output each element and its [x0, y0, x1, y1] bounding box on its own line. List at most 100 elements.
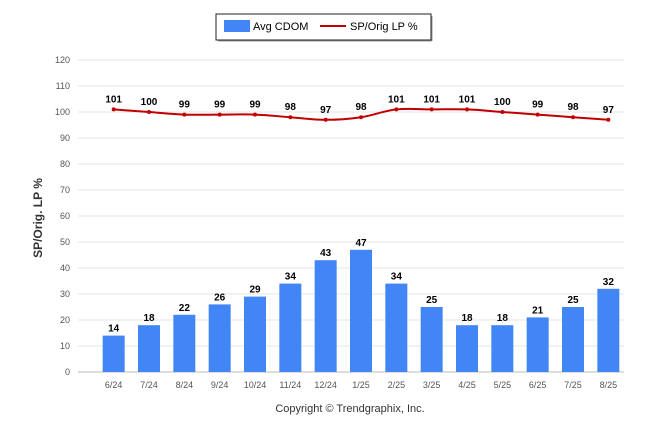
bar[interactable]: [102, 335, 125, 372]
bar[interactable]: [526, 317, 549, 372]
bar-value-label: 18: [461, 313, 473, 324]
line-value-label: 98: [355, 102, 367, 113]
y-tick-label: 60: [60, 211, 70, 221]
bar-value-label: 34: [391, 272, 403, 283]
y-tick-label: 50: [60, 237, 70, 247]
y-tick-label: 120: [55, 55, 70, 65]
line-point[interactable]: [535, 112, 540, 117]
line-value-label: 101: [105, 94, 122, 105]
bar[interactable]: [350, 249, 372, 372]
bar-value-label: 47: [355, 238, 367, 249]
line-point[interactable]: [429, 107, 434, 112]
line-point[interactable]: [217, 112, 222, 117]
line-value-label: 99: [179, 100, 191, 111]
x-tick-label: 12/24: [314, 380, 337, 390]
x-tick-label: 7/25: [564, 380, 582, 390]
y-tick-label: 70: [60, 185, 70, 195]
line-value-label: 98: [567, 102, 579, 113]
line-point[interactable]: [253, 112, 257, 117]
line-point[interactable]: [182, 112, 187, 117]
line-series: [111, 107, 611, 122]
bar-series: [102, 249, 620, 372]
line-point[interactable]: [111, 107, 116, 112]
bar[interactable]: [385, 283, 408, 372]
line-value-label: 101: [423, 94, 440, 105]
y-tick-label: 110: [56, 81, 70, 91]
line-data-labels: 101 100 99 99 99 98 97 98 101 101 101 100 99 98 97: [105, 94, 614, 115]
x-tick-label: 3/25: [423, 380, 441, 390]
x-axis: 6/24 7/24 8/24 9/24 10/24 11/24 12/24 1/25 2/25 3…: [105, 380, 617, 390]
line-point[interactable]: [571, 115, 575, 120]
bar-value-label: 18: [143, 313, 155, 324]
line-point[interactable]: [147, 110, 151, 114]
bar-value-label: 29: [249, 285, 261, 296]
bar[interactable]: [420, 307, 443, 372]
bar-value-label: 21: [532, 305, 544, 316]
line-value-label: 97: [603, 105, 615, 116]
bar[interactable]: [208, 304, 231, 372]
y-tick-label: 40: [60, 263, 70, 273]
line-point[interactable]: [465, 107, 469, 112]
y-axis: 0 10 20 30 40 50 60 70 80 90 100 110 120: [55, 55, 70, 377]
legend-item-avg-cdom[interactable]: Avg CDOM: [253, 21, 308, 33]
line-value-label: 101: [388, 94, 405, 105]
x-tick-label: 7/24: [140, 380, 158, 390]
y-tick-label: 80: [60, 159, 70, 169]
y-tick-label: 20: [60, 315, 70, 325]
x-tick-label: 6/25: [529, 380, 547, 390]
x-tick-label: 8/25: [600, 380, 618, 390]
y-axis-title: SP/Orig. LP %: [31, 178, 45, 258]
x-tick-label: 8/24: [176, 380, 194, 390]
line-value-label: 100: [494, 97, 511, 108]
x-tick-label: 1/25: [352, 380, 370, 390]
y-tick-label: 0: [65, 367, 70, 377]
line-point[interactable]: [500, 110, 505, 114]
bar[interactable]: [314, 260, 337, 372]
bar[interactable]: [562, 307, 584, 372]
line-point[interactable]: [323, 117, 328, 122]
bar[interactable]: [491, 325, 514, 372]
bar-value-label: 14: [108, 324, 120, 335]
line-value-label: 98: [285, 102, 297, 113]
bar-value-label: 34: [285, 272, 297, 283]
legend-swatch-avg-cdom[interactable]: [224, 20, 250, 32]
line-value-label: 101: [459, 94, 476, 105]
x-tick-label: 4/25: [458, 380, 476, 390]
x-tick-label: 11/24: [279, 380, 301, 390]
x-tick-label: 5/25: [494, 380, 512, 390]
bar[interactable]: [456, 325, 478, 372]
bar[interactable]: [244, 296, 266, 372]
bar[interactable]: [138, 325, 160, 372]
bar[interactable]: [597, 288, 620, 372]
x-tick-label: 9/24: [211, 380, 229, 390]
bar-value-label: 18: [497, 313, 509, 324]
bar-value-label: 25: [426, 295, 438, 306]
legend: Avg CDOM SP/Orig LP %: [215, 13, 433, 42]
line-point[interactable]: [288, 115, 293, 120]
bar[interactable]: [279, 283, 302, 372]
bar[interactable]: [173, 314, 196, 372]
bar-value-label: 25: [567, 295, 579, 306]
line-value-label: 99: [249, 100, 261, 111]
line-value-label: 99: [214, 100, 226, 111]
y-tick-label: 100: [55, 107, 70, 117]
y-tick-label: 10: [60, 341, 70, 351]
line-value-label: 100: [141, 97, 158, 108]
line-point[interactable]: [359, 115, 363, 120]
line-point[interactable]: [394, 107, 399, 112]
line-value-label: 97: [320, 105, 332, 116]
legend-item-sp-orig-lp[interactable]: SP/Orig LP %: [350, 21, 418, 33]
bar-value-label: 43: [320, 248, 332, 259]
copyright-text: Copyright © Trendgraphix, Inc.: [275, 403, 424, 415]
line-value-label: 99: [532, 100, 544, 111]
x-tick-label: 10/24: [244, 380, 267, 390]
bar-value-label: 26: [214, 292, 226, 303]
bar-value-label: 32: [603, 277, 615, 288]
y-tick-label: 90: [60, 133, 70, 143]
bar-data-labels: 14 18 22 26 29 34 43 47 34 25 18 18 21 25 32: [108, 238, 614, 335]
y-tick-label: 30: [60, 289, 70, 299]
x-tick-label: 2/25: [388, 380, 406, 390]
line-point[interactable]: [606, 117, 611, 122]
x-tick-label: 6/24: [105, 380, 123, 390]
